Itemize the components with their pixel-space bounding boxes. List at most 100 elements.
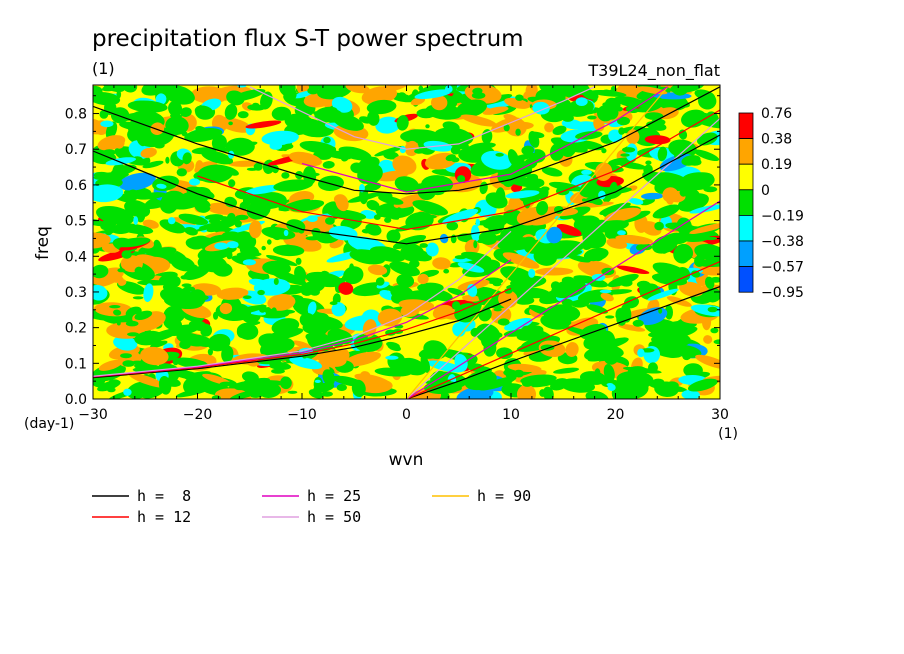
- field-patch: [683, 363, 703, 378]
- field-patch: [94, 302, 133, 317]
- field-patch: [322, 160, 335, 169]
- field-patch: [237, 325, 248, 333]
- field-patch: [604, 105, 619, 120]
- field-patch: [271, 368, 285, 374]
- field-patch: [176, 168, 187, 177]
- field-patch: [226, 241, 239, 249]
- field-patch: [586, 304, 608, 314]
- field-patch: [237, 111, 249, 119]
- field-patch: [419, 243, 428, 248]
- field-patch: [605, 315, 615, 319]
- field-patch: [454, 255, 467, 260]
- field-patch: [367, 110, 380, 126]
- field-patch: [287, 390, 298, 394]
- field-patch: [362, 319, 377, 338]
- field-patch: [689, 222, 720, 234]
- field-patch: [328, 225, 358, 241]
- field-patch: [191, 147, 217, 155]
- field-patch: [102, 149, 116, 156]
- field-patch: [657, 146, 668, 162]
- field-patch: [228, 179, 236, 188]
- field-patch: [485, 192, 508, 209]
- y-tick-label: 0.6: [65, 178, 87, 194]
- field-patch: [182, 152, 192, 165]
- field-patch: [257, 289, 265, 296]
- field-patch: [567, 254, 591, 263]
- field-patch: [105, 273, 124, 283]
- field-patch: [293, 90, 313, 99]
- field-patch: [448, 130, 468, 138]
- field-patch: [420, 355, 431, 373]
- field-patch: [513, 369, 525, 378]
- field-patch: [539, 389, 546, 397]
- field-patch: [307, 301, 317, 316]
- field-patch: [647, 288, 679, 301]
- y-axis: 0.0 0.1 0.2 0.3 0.4 0.5 0.6 0.7 0.8: [65, 95, 720, 408]
- field-patch: [636, 280, 651, 289]
- legend-label: h = 25: [307, 487, 361, 505]
- field-patch: [696, 233, 705, 239]
- kelvin-curve-h8: [406, 286, 720, 399]
- field-patch: [556, 145, 567, 155]
- field-patch: [678, 281, 704, 297]
- field-patch: [104, 226, 113, 236]
- field-patch: [695, 354, 720, 370]
- rossby-curve-h12: [93, 287, 512, 378]
- field-patch: [412, 200, 449, 216]
- field-patch: [386, 341, 400, 349]
- field-patch: [207, 112, 215, 117]
- field-patch: [632, 319, 644, 327]
- field-patch: [289, 356, 323, 370]
- field-patch: [159, 195, 178, 214]
- field-patch: [550, 281, 561, 291]
- field-patch: [267, 294, 296, 311]
- field-patch: [520, 335, 561, 351]
- inertia-gravity-curve-h25: [301, 86, 669, 193]
- field-patch: [163, 305, 186, 324]
- inertia-gravity-curve-h12: [197, 109, 720, 231]
- field-patch: [658, 308, 663, 314]
- field-patch: [113, 335, 138, 351]
- field-patch: [321, 391, 333, 397]
- field-patch: [694, 255, 705, 267]
- field-patch: [416, 108, 436, 119]
- run-label: T39L24_non_flat: [587, 61, 720, 81]
- field-patch: [493, 308, 502, 312]
- field-patch: [309, 172, 320, 177]
- field-patch: [242, 259, 256, 266]
- field-patch: [490, 332, 503, 339]
- field-patch: [392, 234, 427, 250]
- field-patch: [239, 201, 248, 211]
- field-patch: [656, 97, 663, 106]
- field-patch: [234, 222, 242, 228]
- field-patch: [331, 96, 353, 113]
- field-patch: [613, 383, 626, 390]
- field-patch: [299, 312, 316, 328]
- y-axis-label: freq: [33, 226, 53, 260]
- field-patch: [403, 360, 413, 367]
- field-patch: [432, 304, 454, 320]
- field-patch: [528, 268, 536, 278]
- field-patch: [347, 192, 381, 203]
- field-patch: [162, 283, 178, 293]
- field-patch: [585, 238, 599, 249]
- field-patch: [394, 176, 419, 193]
- field-patch: [127, 100, 168, 113]
- field-patch: [195, 235, 207, 240]
- field-patch: [495, 152, 504, 157]
- y-tick-label: 0.3: [65, 285, 87, 301]
- field-patch: [278, 198, 311, 211]
- field-patch: [335, 194, 349, 212]
- colorbar-swatch: [738, 240, 754, 268]
- field-patch: [115, 223, 154, 235]
- field-patch: [541, 186, 550, 192]
- field-patch: [135, 206, 146, 223]
- field-patch: [475, 218, 480, 227]
- field-patch: [294, 265, 307, 283]
- field-patch: [366, 200, 380, 211]
- field-patch: [138, 243, 162, 254]
- field-patch: [592, 249, 605, 262]
- field-patch: [316, 348, 347, 367]
- field-patch: [363, 182, 382, 192]
- field-patch: [243, 295, 252, 300]
